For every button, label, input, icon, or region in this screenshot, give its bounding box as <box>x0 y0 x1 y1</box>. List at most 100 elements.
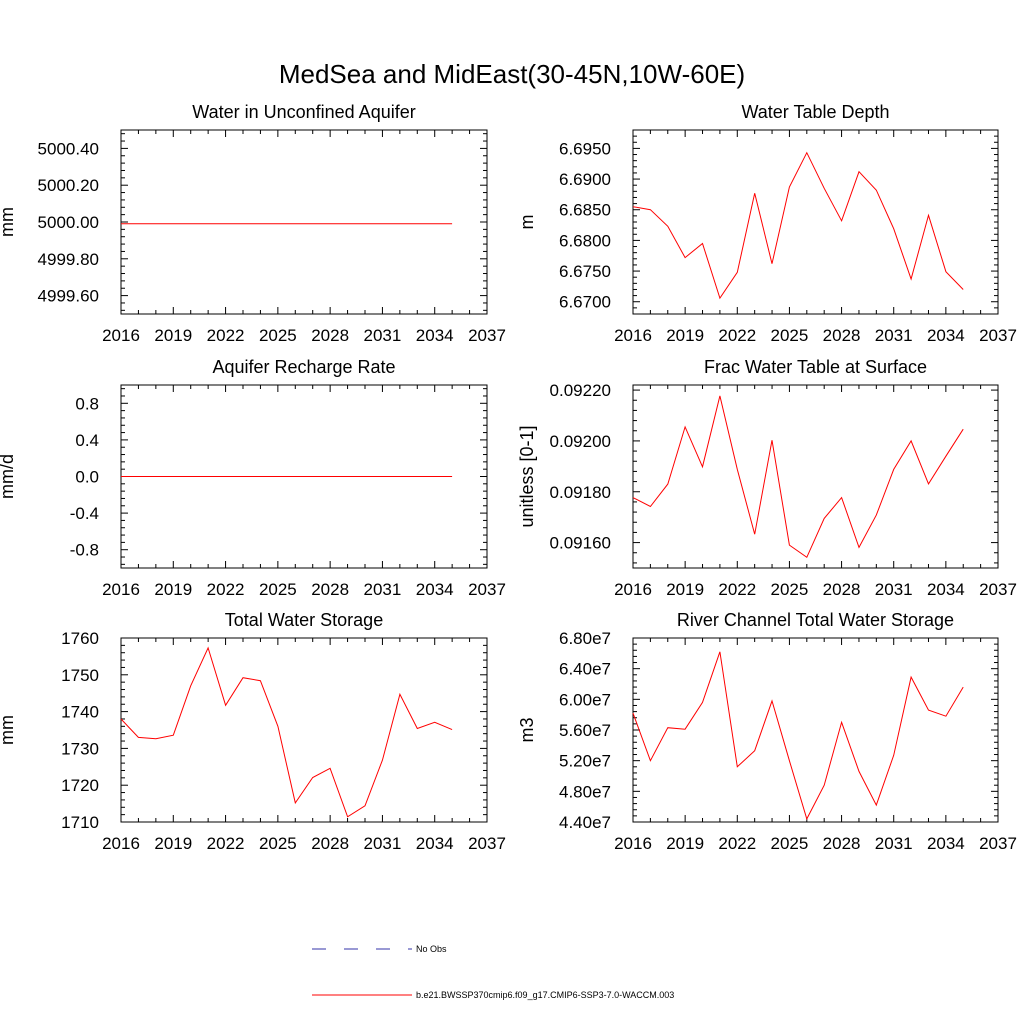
panel-river-storage: River Channel Total Water Storage 2016 201… <box>517 610 1017 853</box>
x-tick-label-recharge-rate: 2031 <box>364 580 402 599</box>
y-tick-label-river-storage: 6.40e7 <box>559 660 611 679</box>
y-tick-label-total-water-storage: 1760 <box>61 629 99 648</box>
x-tick-label-recharge-rate: 2016 <box>102 580 140 599</box>
x-tick-label-water-table-depth: 2034 <box>927 326 965 345</box>
x-tick-label-total-water-storage: 2016 <box>102 834 140 853</box>
x-tick-label-frac-water-table: 2037 <box>979 580 1017 599</box>
x-tick-label-river-storage: 2037 <box>979 834 1017 853</box>
x-tick-label-water-table-depth: 2019 <box>666 326 704 345</box>
x-tick-label-river-storage: 2031 <box>875 834 913 853</box>
y-tick-label-water-table-depth: 6.6750 <box>559 262 611 281</box>
x-tick-label-aquifer-water: 2025 <box>259 326 297 345</box>
panel-total-water-storage: Total Water Storage 2016 2019 2022 2025 2028 2… <box>0 610 506 853</box>
x-tick-label-water-table-depth: 2025 <box>771 326 809 345</box>
y-tick-label-aquifer-water: 4999.80 <box>38 250 99 269</box>
y-tick-label-aquifer-water: 4999.60 <box>38 287 99 306</box>
y-tick-label-frac-water-table: 0.09180 <box>550 483 611 502</box>
y-tick-label-recharge-rate: -0.4 <box>70 504 99 523</box>
y-tick-label-river-storage: 5.60e7 <box>559 721 611 740</box>
y-tick-label-total-water-storage: 1720 <box>61 776 99 795</box>
plot-frame-total-water-storage <box>120 637 488 823</box>
y-axis-label-total-water-storage: mm <box>0 715 17 745</box>
series-line-river-storage <box>632 651 964 821</box>
x-tick-label-frac-water-table: 2016 <box>614 580 652 599</box>
y-tick-label-frac-water-table: 0.09220 <box>550 381 611 400</box>
x-tick-label-recharge-rate: 2022 <box>207 580 245 599</box>
x-tick-label-total-water-storage: 2031 <box>364 834 402 853</box>
panel-aquifer-water: Water in Unconfined Aquifer 2016 2019 2022 2… <box>0 102 506 345</box>
y-tick-label-total-water-storage: 1740 <box>61 703 99 722</box>
series-line-water-table-depth <box>632 151 964 300</box>
y-axis-label-recharge-rate: mm/d <box>0 454 17 499</box>
figure-title: MedSea and MidEast(30-45N,10W-60E) <box>279 59 745 89</box>
x-tick-label-water-table-depth: 2016 <box>614 326 652 345</box>
legend-label-no-obs: No Obs <box>416 944 447 954</box>
x-tick-label-total-water-storage: 2037 <box>468 834 506 853</box>
panel-title-river-storage: River Channel Total Water Storage <box>677 610 954 630</box>
plot-frame-water-table-depth <box>632 129 999 315</box>
x-tick-label-river-storage: 2016 <box>614 834 652 853</box>
y-axis-label-water-table-depth: m <box>517 215 537 230</box>
y-tick-label-water-table-depth: 6.6700 <box>559 293 611 312</box>
x-tick-label-total-water-storage: 2028 <box>311 834 349 853</box>
y-tick-label-aquifer-water: 5000.00 <box>38 213 99 232</box>
legend: No Obs b.e21.BWSSP370cmip6.f09_g17.CMIP6… <box>312 944 674 1000</box>
x-tick-label-water-table-depth: 2028 <box>823 326 861 345</box>
panel-title-water-table-depth: Water Table Depth <box>741 102 889 122</box>
x-tick-label-aquifer-water: 2019 <box>154 326 192 345</box>
x-tick-label-recharge-rate: 2028 <box>311 580 349 599</box>
chart-panels: Water in Unconfined Aquifer 2016 2019 2022 2… <box>0 102 1017 853</box>
panel-water-table-depth: Water Table Depth 2016 2019 2022 2025 2028 203… <box>517 102 1017 345</box>
x-tick-label-aquifer-water: 2022 <box>207 326 245 345</box>
y-tick-label-river-storage: 5.20e7 <box>559 752 611 771</box>
y-tick-label-recharge-rate: -0.8 <box>70 541 99 560</box>
y-tick-label-river-storage: 6.00e7 <box>559 690 611 709</box>
x-tick-label-aquifer-water: 2016 <box>102 326 140 345</box>
y-axis-label-river-storage: m3 <box>517 717 537 742</box>
plot-frame-aquifer-water <box>120 129 488 315</box>
y-tick-label-water-table-depth: 6.6800 <box>559 231 611 250</box>
x-tick-label-frac-water-table: 2025 <box>771 580 809 599</box>
legend-label-model: b.e21.BWSSP370cmip6.f09_g17.CMIP6-SSP3-7… <box>416 990 674 1000</box>
y-tick-label-river-storage: 6.80e7 <box>559 629 611 648</box>
y-tick-label-recharge-rate: 0.8 <box>75 394 99 413</box>
y-tick-label-aquifer-water: 5000.40 <box>38 139 99 158</box>
x-tick-label-frac-water-table: 2031 <box>875 580 913 599</box>
series-line-frac-water-table <box>632 395 964 559</box>
x-tick-label-frac-water-table: 2028 <box>823 580 861 599</box>
panel-title-aquifer-water: Water in Unconfined Aquifer <box>192 102 415 122</box>
y-tick-label-frac-water-table: 0.09200 <box>550 432 611 451</box>
x-tick-label-recharge-rate: 2025 <box>259 580 297 599</box>
y-tick-label-water-table-depth: 6.6950 <box>559 139 611 158</box>
x-tick-label-water-table-depth: 2022 <box>718 326 756 345</box>
y-tick-label-water-table-depth: 6.6900 <box>559 170 611 189</box>
y-tick-label-aquifer-water: 5000.20 <box>38 176 99 195</box>
plot-frame-river-storage <box>632 637 999 823</box>
y-axis-label-aquifer-water: mm <box>0 207 17 237</box>
x-tick-label-total-water-storage: 2025 <box>259 834 297 853</box>
x-tick-label-total-water-storage: 2022 <box>207 834 245 853</box>
x-tick-label-recharge-rate: 2019 <box>154 580 192 599</box>
x-tick-label-river-storage: 2019 <box>666 834 704 853</box>
x-tick-label-aquifer-water: 2034 <box>416 326 454 345</box>
x-tick-label-river-storage: 2025 <box>771 834 809 853</box>
panel-recharge-rate: Aquifer Recharge Rate 2016 2019 2022 2025 202… <box>0 357 506 599</box>
y-tick-label-water-table-depth: 6.6850 <box>559 201 611 220</box>
panel-title-total-water-storage: Total Water Storage <box>225 610 383 630</box>
series-line-total-water-storage <box>120 646 453 818</box>
plot-frame-frac-water-table <box>632 384 999 569</box>
y-tick-label-river-storage: 4.40e7 <box>559 813 611 832</box>
x-tick-label-frac-water-table: 2019 <box>666 580 704 599</box>
y-tick-label-frac-water-table: 0.09160 <box>550 534 611 553</box>
y-tick-label-total-water-storage: 1750 <box>61 666 99 685</box>
x-tick-label-water-table-depth: 2031 <box>875 326 913 345</box>
x-tick-label-frac-water-table: 2022 <box>718 580 756 599</box>
x-tick-label-recharge-rate: 2037 <box>468 580 506 599</box>
y-tick-label-river-storage: 4.80e7 <box>559 782 611 801</box>
y-tick-label-recharge-rate: 0.4 <box>75 431 99 450</box>
x-tick-label-aquifer-water: 2028 <box>311 326 349 345</box>
x-tick-label-recharge-rate: 2034 <box>416 580 454 599</box>
panel-title-frac-water-table: Frac Water Table at Surface <box>704 357 927 377</box>
y-tick-label-recharge-rate: 0.0 <box>75 468 99 487</box>
